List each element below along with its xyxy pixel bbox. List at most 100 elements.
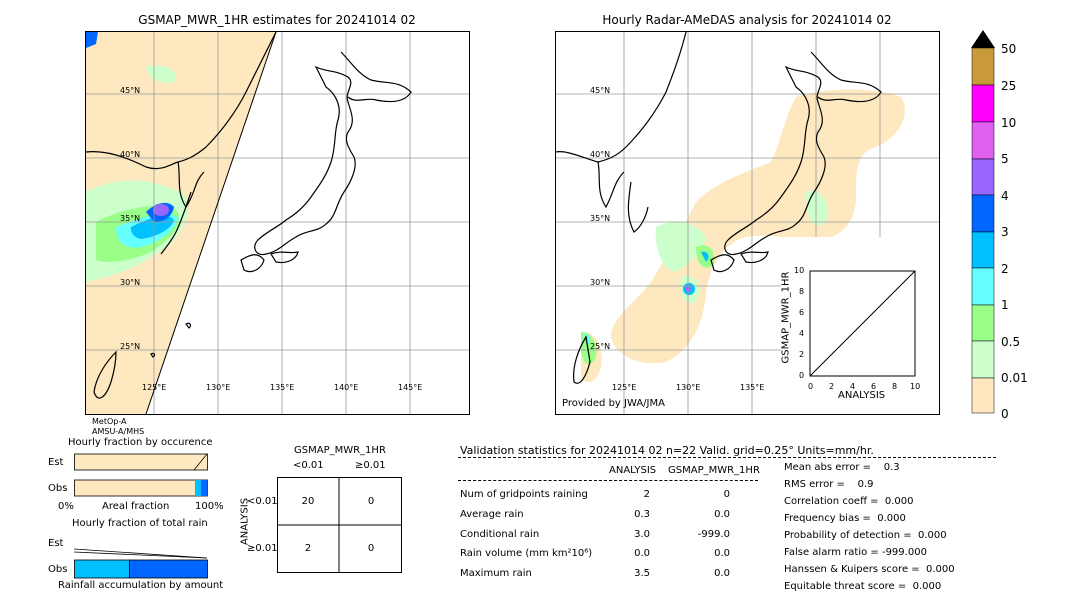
left-lat-label-30: 30°N (120, 278, 140, 287)
right-map: 45°N 40°N 35°N 30°N 25°N 125°E 130°E 135… (555, 31, 940, 415)
scatter-x-tick-8: 8 (892, 382, 898, 391)
scatter-x-tick-6: 6 (871, 382, 877, 391)
left-lon-label-130: 130°E (206, 383, 230, 392)
contingency-cell-01: 0 (367, 496, 375, 507)
score-pod: Probability of detection = 0.000 (784, 530, 947, 541)
scatter-x-tick-0: 0 (808, 382, 814, 391)
validation-row-a-0: 2 (643, 489, 650, 500)
left-map-coastlines (86, 32, 412, 399)
left-map-title: GSMAP_MWR_1HR estimates for 20241014 02 (138, 13, 416, 27)
right-lat-label-45: 45°N (590, 86, 610, 95)
validation-row-g-0: 0 (723, 489, 730, 500)
left-map-canvas: 45°N 40°N 35°N 30°N 25°N 125°E 130°E 135… (86, 32, 469, 414)
left-lat-label-45: 45°N (120, 86, 140, 95)
satellite-label-1: MetOp-A (92, 417, 127, 426)
colorbar-label-3: 3 (1001, 225, 1009, 239)
left-lon-label-145: 145°E (398, 383, 422, 392)
colorbar-label-1: 1 (1001, 298, 1009, 312)
left-lat-label-25: 25°N (120, 342, 140, 351)
validation-row-label-0: Num of gridpoints raining (460, 489, 588, 500)
scatter-ylabel: GSMAP_MWR_1HR (780, 271, 792, 364)
left-lat-label-35: 35°N (120, 214, 140, 223)
validation-header: Validation statistics for 20241014 02 n=… (460, 444, 874, 457)
occurrence-est-bar (74, 453, 208, 471)
validation-row-label-2: Conditional rain (460, 529, 540, 540)
scatter-xlabel: ANALYSIS (838, 390, 886, 401)
score-rms: RMS error = 0.9 (784, 479, 874, 490)
colorbar-label-10: 10 (1001, 116, 1017, 130)
left-lon-label-135: 135°E (270, 383, 294, 392)
colorbar-label-0-01: 0.01 (1001, 371, 1028, 385)
scatter-x-tick-2: 2 (829, 382, 835, 391)
total-rain-bars (74, 548, 208, 579)
right-map-coastlines (556, 32, 882, 384)
validation-row-g-4: 0.0 (714, 568, 730, 579)
validation-header-rule (458, 457, 996, 458)
contingency-cell-11: 0 (367, 543, 375, 554)
score-mae: Mean abs error = 0.3 (784, 462, 900, 473)
left-map: 45°N 40°N 35°N 30°N 25°N 125°E 130°E 135… (85, 31, 470, 415)
score-ets: Equitable threat score = 0.000 (784, 581, 942, 592)
colorbar-label-50: 50 (1001, 42, 1017, 56)
colorbar-label-0-5: 0.5 (1001, 335, 1021, 349)
colorbar-extend-arrow (971, 30, 995, 48)
contingency-cell-10: 2 (304, 543, 312, 554)
scatter-x-tick-10: 10 (910, 382, 921, 391)
occurrence-obs-label: Obs (48, 483, 68, 494)
score-bias: Frequency bias = 0.000 (784, 513, 906, 524)
right-lat-label-40: 40°N (590, 150, 610, 159)
provider-label: Provided by JWA/JMA (562, 398, 665, 409)
colorbar-bar (971, 30, 995, 414)
contingency-cell-00: 20 (301, 496, 315, 507)
contingency-col-lt: <0.01 (293, 460, 324, 471)
scatter-x-tick-4: 4 (850, 382, 856, 391)
scatter-y-top: 10 (794, 266, 805, 275)
left-lon-label-140: 140°E (334, 383, 358, 392)
score-far: False alarm ratio = -999.000 (784, 547, 927, 558)
contingency-grid (277, 477, 402, 573)
occurrence-axis-left: 0% (58, 501, 74, 512)
occurrence-title: Hourly fraction by occurence (68, 437, 213, 448)
occurrence-axis-mid: Areal fraction (102, 501, 170, 512)
left-lat-label-40: 40°N (120, 150, 140, 159)
score-corr: Correlation coeff = 0.000 (784, 496, 914, 507)
validation-row-a-3: 0.0 (634, 548, 650, 559)
total-rain-obs-bar-a (74, 559, 130, 579)
colorbar-label-25: 25 (1001, 79, 1017, 93)
validation-row-a-2: 3.0 (634, 529, 650, 540)
right-lat-label-35: 35°N (590, 214, 610, 223)
contingency-title: GSMAP_MWR_1HR (294, 445, 386, 456)
colorbar-label-5: 5 (1001, 152, 1009, 166)
validation-row-g-1: 0.0 (714, 509, 730, 520)
right-lon-label-125: 125°E (612, 383, 636, 392)
right-map-title: Hourly Radar-AMeDAS analysis for 2024101… (602, 13, 892, 27)
total-rain-obs-label: Obs (48, 564, 68, 575)
right-lat-label-30: 30°N (590, 278, 610, 287)
validation-row-label-3: Rain volume (mm km²10⁶) (460, 548, 593, 559)
validation-row-g-3: 0.0 (714, 548, 730, 559)
total-rain-axis-label: Rainfall accumulation by amount (58, 580, 224, 591)
validation-col-analysis: ANALYSIS (609, 465, 657, 476)
occurrence-axis-right: 100% (195, 501, 224, 512)
right-map-canvas: 45°N 40°N 35°N 30°N 25°N 125°E 130°E 135… (556, 32, 939, 414)
left-lon-label-125: 125°E (142, 383, 166, 392)
contingency-row-lt: <0.01 (247, 496, 278, 507)
validation-col-gsmap: GSMAP_MWR_1HR (668, 465, 760, 476)
total-rain-est-label: Est (48, 538, 64, 549)
validation-row-label-1: Average rain (460, 509, 524, 520)
validation-table-rule (458, 480, 758, 481)
occurrence-est-label: Est (48, 457, 64, 468)
diagonal-line (809, 270, 916, 377)
right-lon-label-130: 130°E (676, 383, 700, 392)
colorbar-label-0: 0 (1001, 407, 1009, 421)
validation-row-a-1: 0.3 (634, 509, 650, 520)
validation-row-g-2: -999.0 (697, 529, 730, 540)
validation-row-label-4: Maximum rain (460, 568, 532, 579)
total-rain-title: Hourly fraction of total rain (72, 518, 208, 529)
satellite-label-2: AMSU-A/MHS (92, 427, 145, 436)
validation-row-a-4: 3.5 (634, 568, 650, 579)
colorbar (971, 30, 1031, 414)
colorbar-label-2: 2 (1001, 262, 1009, 276)
total-rain-obs-bar-b (129, 559, 208, 579)
occurrence-bars (74, 453, 208, 497)
